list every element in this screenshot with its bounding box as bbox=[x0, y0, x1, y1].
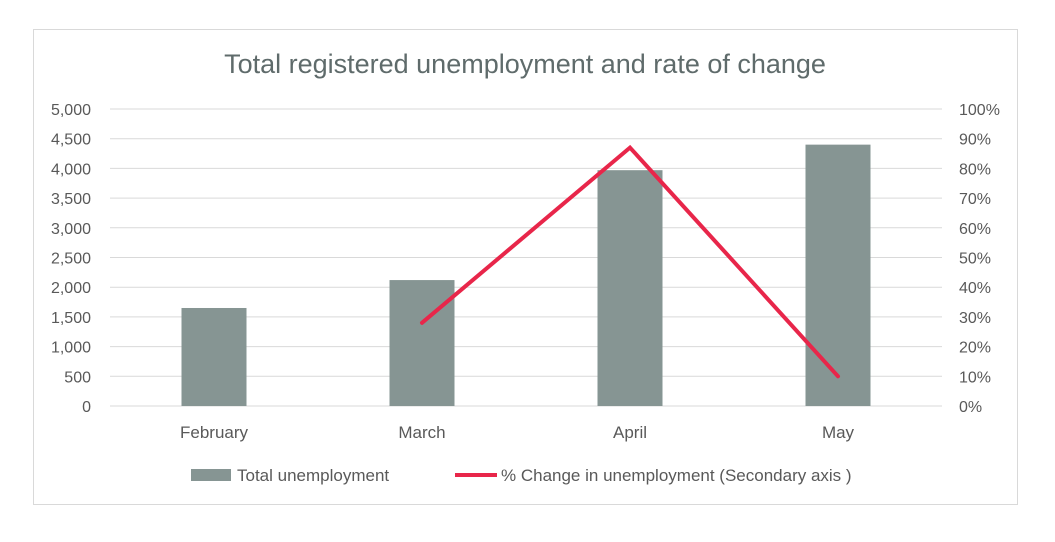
right-tick-label: 80% bbox=[959, 161, 991, 178]
left-tick-label: 0 bbox=[82, 399, 91, 416]
right-tick-label: 40% bbox=[959, 280, 991, 297]
right-tick-label: 20% bbox=[959, 340, 991, 357]
left-tick-label: 4,500 bbox=[51, 132, 91, 149]
left-tick-label: 1,000 bbox=[51, 340, 91, 357]
bar-february bbox=[181, 307, 247, 406]
right-tick-label: 0% bbox=[959, 399, 982, 416]
right-tick-label: 10% bbox=[959, 369, 991, 386]
left-tick-label: 3,500 bbox=[51, 191, 91, 208]
legend-label-bar: Total unemployment bbox=[237, 466, 389, 485]
left-tick-label: 5,000 bbox=[51, 102, 91, 119]
gridlines bbox=[110, 108, 942, 407]
left-tick-label: 1,500 bbox=[51, 310, 91, 327]
bar-march bbox=[389, 280, 455, 406]
left-tick-label: 2,000 bbox=[51, 280, 91, 297]
left-tick-label: 3,000 bbox=[51, 221, 91, 238]
right-tick-label: 100% bbox=[959, 102, 1000, 119]
bar-series bbox=[181, 144, 871, 406]
left-tick-label: 2,500 bbox=[51, 251, 91, 268]
right-tick-label: 30% bbox=[959, 310, 991, 327]
left-tick-label: 4,000 bbox=[51, 161, 91, 178]
right-tick-label: 60% bbox=[959, 221, 991, 238]
category-labels: February March April May bbox=[180, 423, 855, 442]
category-label: March bbox=[398, 423, 445, 442]
right-tick-label: 70% bbox=[959, 191, 991, 208]
right-tick-label: 90% bbox=[959, 132, 991, 149]
category-label: February bbox=[180, 423, 249, 442]
category-label: May bbox=[822, 423, 855, 442]
bar-april bbox=[597, 170, 663, 406]
legend-label-line: % Change in unemployment (Secondary axis… bbox=[501, 466, 852, 485]
legend-swatch-bar bbox=[191, 469, 231, 481]
right-tick-label: 50% bbox=[959, 251, 991, 268]
category-label: April bbox=[613, 423, 647, 442]
left-tick-label: 500 bbox=[64, 369, 91, 386]
bar-may bbox=[805, 144, 871, 406]
legend: Total unemployment % Change in unemployme… bbox=[191, 466, 852, 485]
left-axis-ticks: 0 500 1,000 1,500 2,000 2,500 3,000 3,500 4,000 4… bbox=[51, 102, 91, 416]
line-series bbox=[420, 144, 840, 379]
right-axis-ticks: 0% 10% 20% 30% 40% 50% 60% 70% 80% 90% 100% bbox=[959, 102, 1000, 416]
chart-title: Total registered unemployment and rate o… bbox=[224, 49, 826, 79]
